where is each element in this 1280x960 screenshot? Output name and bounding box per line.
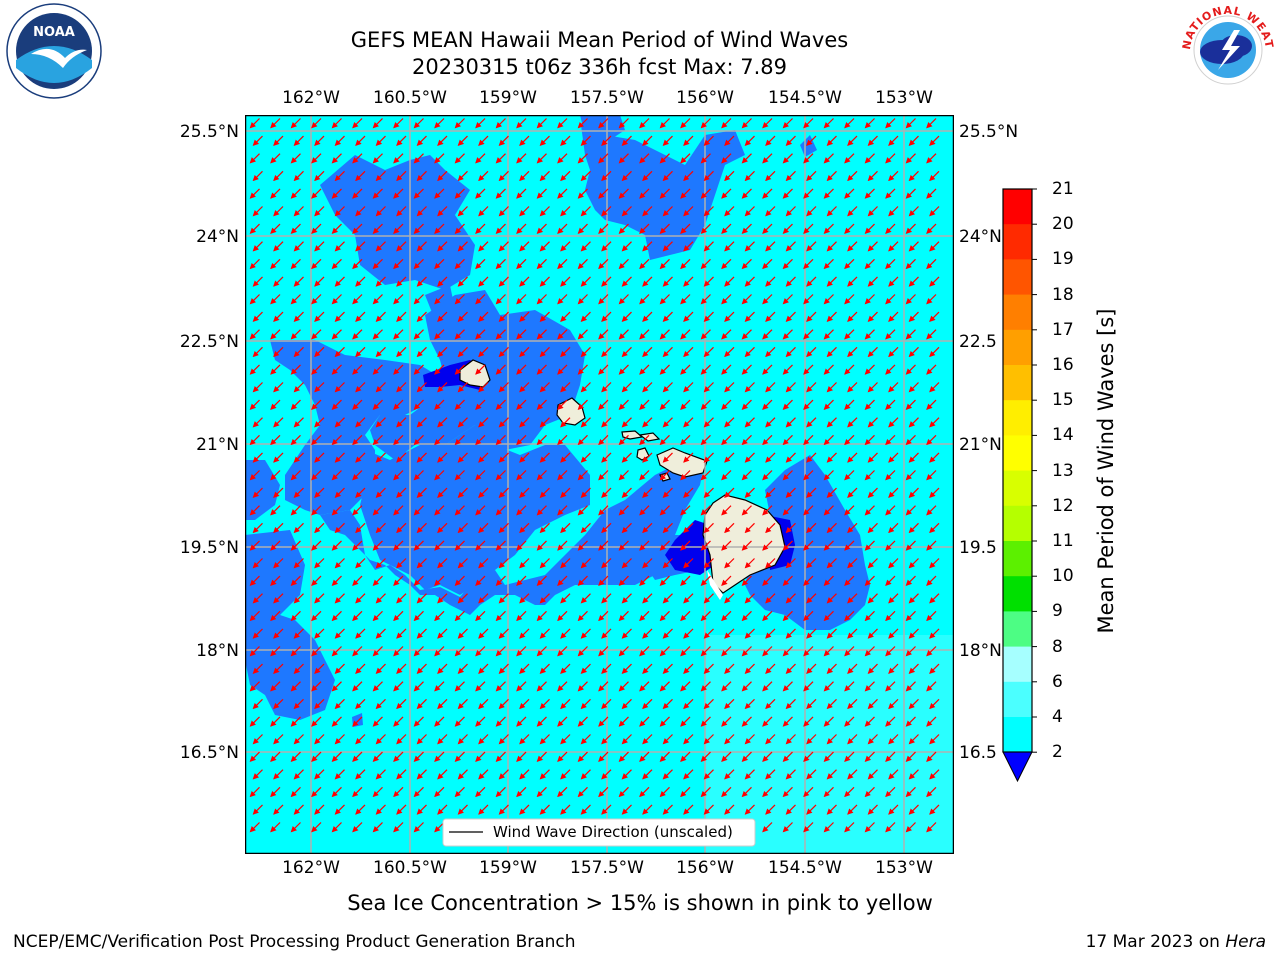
lat-tick-right: 25.5°N	[959, 122, 1019, 142]
chart-title: GEFS MEAN Hawaii Mean Period of Wind Wav…	[350, 28, 849, 52]
colorbar-tick-label: 14	[1052, 425, 1074, 446]
colorbar-band	[1003, 189, 1032, 225]
lat-tick-right: 24°N	[959, 227, 1002, 247]
wind-wave-direction-arrows	[249, 118, 940, 833]
colorbar-band	[1003, 541, 1032, 577]
colorbar-band	[1003, 329, 1032, 366]
lon-tick-bottom: 159°W	[479, 858, 537, 878]
legend-label: Wind Wave Direction (unscaled)	[493, 823, 733, 841]
chart-subtitle: 20230315 t06z 336h fcst Max: 7.89	[412, 55, 787, 79]
colorbar-band	[1003, 470, 1032, 507]
lon-tick-bottom: 154.5°W	[768, 858, 842, 878]
lon-tick-bottom: 156°W	[676, 858, 734, 878]
sea-ice-caption: Sea Ice Concentration > 15% is shown in …	[347, 891, 933, 915]
legend: Wind Wave Direction (unscaled)	[442, 818, 756, 847]
lat-tick-left: 22.5°N	[179, 332, 239, 352]
colorbar-band	[1003, 646, 1032, 683]
lat-tick-right: 21°N	[959, 435, 1002, 455]
footer-branch: NCEP/EMC/Verification Post Processing Pr…	[13, 932, 576, 952]
ocean-mid-period-region	[245, 115, 870, 727]
lat-tick-left: 18°N	[196, 641, 239, 661]
footer-machine: Hera	[1225, 932, 1266, 952]
lon-tick-top: 154.5°W	[768, 88, 842, 108]
map-frame	[245, 115, 954, 854]
colorbar-band	[1003, 365, 1032, 401]
nws-logo: NATIONAL WEATHER SERVICE	[1178, 0, 1275, 96]
lat-tick-left: 21°N	[196, 435, 239, 455]
lat-tick-right: 18°N	[959, 641, 1002, 661]
colorbar-tick-label: 20	[1052, 214, 1074, 235]
colorbar-tick-label: 13	[1052, 460, 1074, 481]
colorbar-tick-label: 2	[1052, 742, 1063, 763]
colorbar-tick-label: 21	[1052, 179, 1074, 199]
colorbar-band	[1003, 681, 1032, 718]
islands-land	[459, 359, 786, 594]
colorbar-band	[1003, 717, 1032, 753]
colorbar-tick-label: 19	[1052, 249, 1074, 270]
footer-date-text: 17 Mar 2023 on	[1085, 932, 1226, 952]
footer-date: 17 Mar 2023 on Hera	[1086, 932, 1266, 952]
lon-tick-top: 160.5°W	[373, 88, 447, 108]
map-plot: Wind Wave Direction (unscaled)	[245, 115, 954, 854]
colorbar-tick-label: 12	[1052, 495, 1074, 516]
lon-tick-bottom: 162°W	[282, 858, 340, 878]
colorbar-tick-label: 4	[1052, 707, 1063, 727]
colorbar-tick-label: 15	[1052, 390, 1074, 411]
lon-tick-top: 159°W	[479, 88, 537, 108]
noaa-logo-text: NOAA	[33, 25, 75, 40]
colorbar-tick-label: 17	[1052, 319, 1074, 340]
colorbar-tick-label: 6	[1052, 671, 1063, 692]
lat-tick-right: 16.5	[959, 743, 997, 763]
lon-tick-top: 156°W	[676, 88, 734, 108]
colorbar-band	[1003, 259, 1032, 296]
colorbar-tick-label: 16	[1052, 355, 1074, 375]
lat-tick-right: 19.5	[959, 538, 997, 558]
lon-tick-bottom: 160.5°W	[373, 858, 447, 878]
lat-tick-right: 22.5	[959, 332, 997, 352]
colorbar-tick-label: 11	[1052, 531, 1074, 551]
colorbar-tick-label: 10	[1052, 566, 1074, 587]
colorbar-band	[1003, 611, 1032, 648]
lat-tick-left: 25.5°N	[179, 122, 239, 142]
lon-tick-top: 162°W	[282, 88, 340, 108]
lon-tick-top: 153°W	[875, 88, 933, 108]
coastal-mask	[707, 570, 723, 600]
colorbar	[1002, 188, 1037, 783]
colorbar-band	[1003, 400, 1032, 436]
colorbar-band	[1003, 435, 1032, 472]
lat-tick-left: 19.5°N	[179, 538, 239, 558]
noaa-logo: NOAA	[6, 3, 102, 99]
colorbar-tick-label: 8	[1052, 636, 1063, 657]
lat-tick-left: 16.5°N	[179, 743, 239, 763]
lon-tick-bottom: 157.5°W	[570, 858, 644, 878]
colorbar-tick-label: 9	[1052, 601, 1063, 622]
lon-tick-bottom: 153°W	[875, 858, 933, 878]
colorbar-extension	[1002, 751, 1033, 783]
lat-tick-left: 24°N	[196, 227, 239, 247]
colorbar-band	[1003, 576, 1032, 612]
lon-tick-top: 157.5°W	[570, 88, 644, 108]
colorbar-tick-label: 18	[1052, 284, 1074, 305]
colorbar-band	[1003, 294, 1032, 331]
colorbar-band	[1003, 505, 1032, 542]
colorbar-band	[1003, 224, 1032, 260]
colorbar-label: Mean Period of Wind Waves [s]	[1094, 308, 1118, 634]
